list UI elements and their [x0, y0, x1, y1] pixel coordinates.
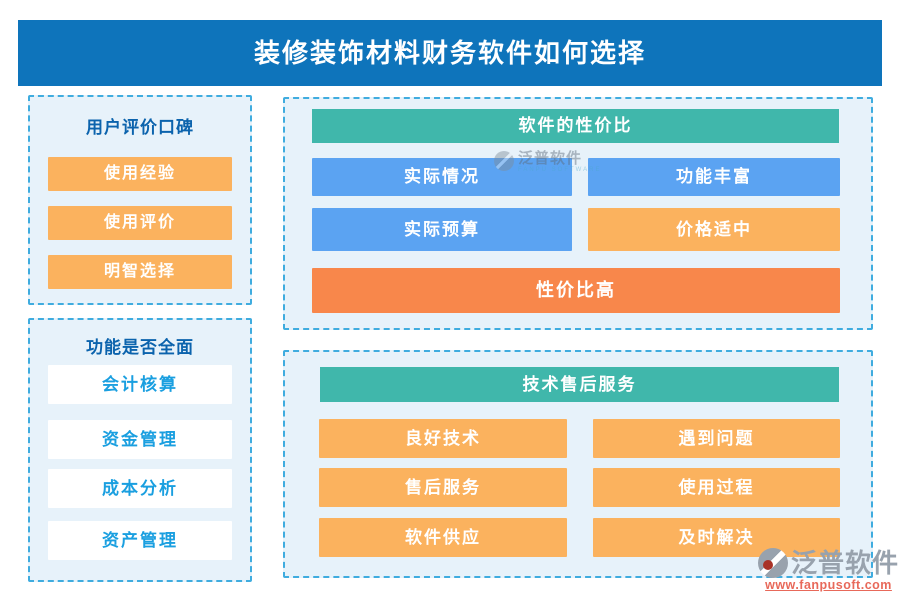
node-cost-analysis: 成本分析	[48, 469, 232, 508]
node-usage-process: 使用过程	[593, 468, 840, 507]
node-actual-situation: 实际情况	[312, 158, 572, 196]
node-usage-evaluation: 使用评价	[48, 206, 232, 240]
panel-after-sales-service-header: 技术售后服务	[320, 367, 839, 402]
node-wise-choice: 明智选择	[48, 255, 232, 289]
panel-function-completeness-title: 功能是否全面	[86, 338, 194, 357]
node-after-sales-service: 售后服务	[319, 468, 567, 507]
page-title: 装修装饰材料财务软件如何选择	[18, 20, 882, 86]
node-high-cost-performance: 性价比高	[312, 268, 840, 313]
node-good-technology: 良好技术	[319, 419, 567, 458]
node-fund-management: 资金管理	[48, 420, 232, 459]
node-actual-budget: 实际预算	[312, 208, 572, 251]
panel-after-sales-service: 技术售后服务 良好技术 遇到问题 售后服务 使用过程 软件供应 及时解决	[283, 350, 873, 578]
logo-brand-name: 泛普软件	[791, 548, 900, 578]
panel-user-reputation: 用户评价口碑 使用经验 使用评价 明智选择	[28, 95, 252, 305]
panel-user-reputation-title: 用户评价口碑	[86, 118, 194, 137]
node-encounter-problems: 遇到问题	[593, 419, 840, 458]
node-accounting: 会计核算	[48, 365, 232, 404]
panel-cost-performance-header: 软件的性价比	[312, 109, 839, 143]
node-rich-features: 功能丰富	[588, 158, 840, 196]
node-usage-experience: 使用经验	[48, 157, 232, 191]
logo-website-url: www.fanpusoft.com	[765, 578, 892, 592]
node-asset-management: 资产管理	[48, 521, 232, 560]
node-software-supply: 软件供应	[319, 518, 567, 557]
node-timely-resolution: 及时解决	[593, 518, 840, 557]
node-moderate-price: 价格适中	[588, 208, 840, 251]
panel-cost-performance: 软件的性价比 实际情况 功能丰富 实际预算 价格适中 性价比高	[283, 97, 873, 330]
fanpu-logo: 泛普软件 www.fanpusoft.com	[758, 548, 899, 593]
panel-function-completeness: 功能是否全面 会计核算 资金管理 成本分析 资产管理	[28, 318, 252, 582]
fanpu-logo-icon	[758, 548, 788, 578]
